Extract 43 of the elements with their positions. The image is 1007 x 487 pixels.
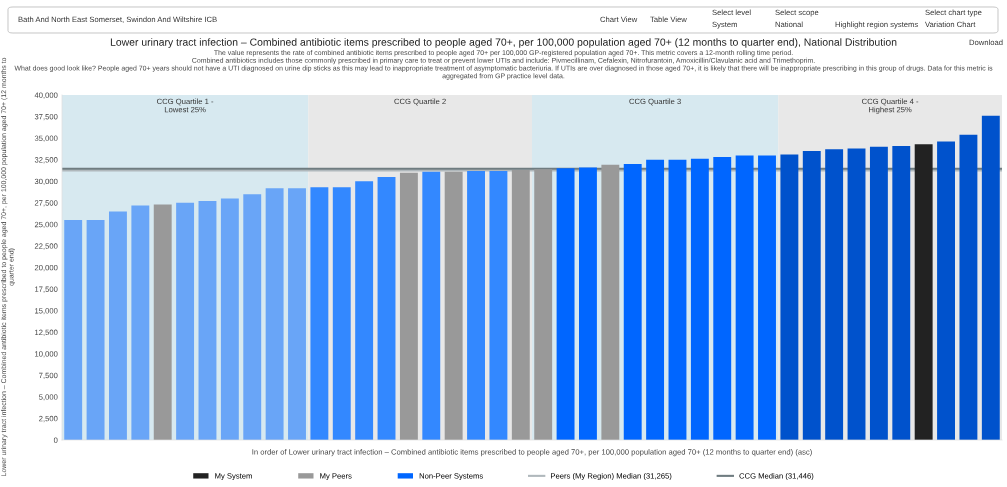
bar [758, 155, 776, 440]
bar [847, 148, 866, 440]
bar [534, 169, 553, 440]
bar [959, 134, 978, 440]
bar [623, 164, 642, 440]
bar [220, 198, 239, 440]
bar [467, 170, 485, 440]
bar [399, 172, 418, 440]
bar [579, 167, 597, 440]
bar [869, 146, 888, 440]
bar [109, 211, 127, 440]
bar [332, 187, 351, 440]
bar [153, 204, 172, 440]
bar [601, 164, 620, 440]
bar [86, 220, 105, 440]
bar [265, 188, 284, 440]
bar [377, 176, 396, 440]
bar [646, 159, 665, 440]
bar [825, 149, 844, 440]
bar [355, 181, 374, 440]
bar [310, 187, 329, 440]
bar [422, 171, 441, 440]
bar [131, 205, 150, 440]
bar [802, 151, 821, 440]
bar [556, 168, 575, 440]
bar [444, 171, 463, 440]
bar [937, 141, 955, 440]
bar [981, 115, 1000, 440]
bar [489, 170, 508, 440]
bar [690, 158, 709, 440]
bar [243, 194, 262, 440]
bar [198, 201, 217, 440]
bar [892, 145, 911, 440]
chart-title: Lower urinary tract infection – Combined antibiotic items prescribed to people aged 70+, per 100,000 population aged 70+ (12 months to quarter end), National Distribution [110, 38, 897, 48]
bar [511, 170, 530, 440]
bar [713, 157, 732, 440]
bar [64, 220, 83, 440]
bar [914, 144, 933, 440]
bar [668, 159, 687, 440]
bar [288, 188, 306, 440]
bar [176, 202, 195, 440]
bar [735, 155, 754, 440]
bar [780, 154, 799, 440]
